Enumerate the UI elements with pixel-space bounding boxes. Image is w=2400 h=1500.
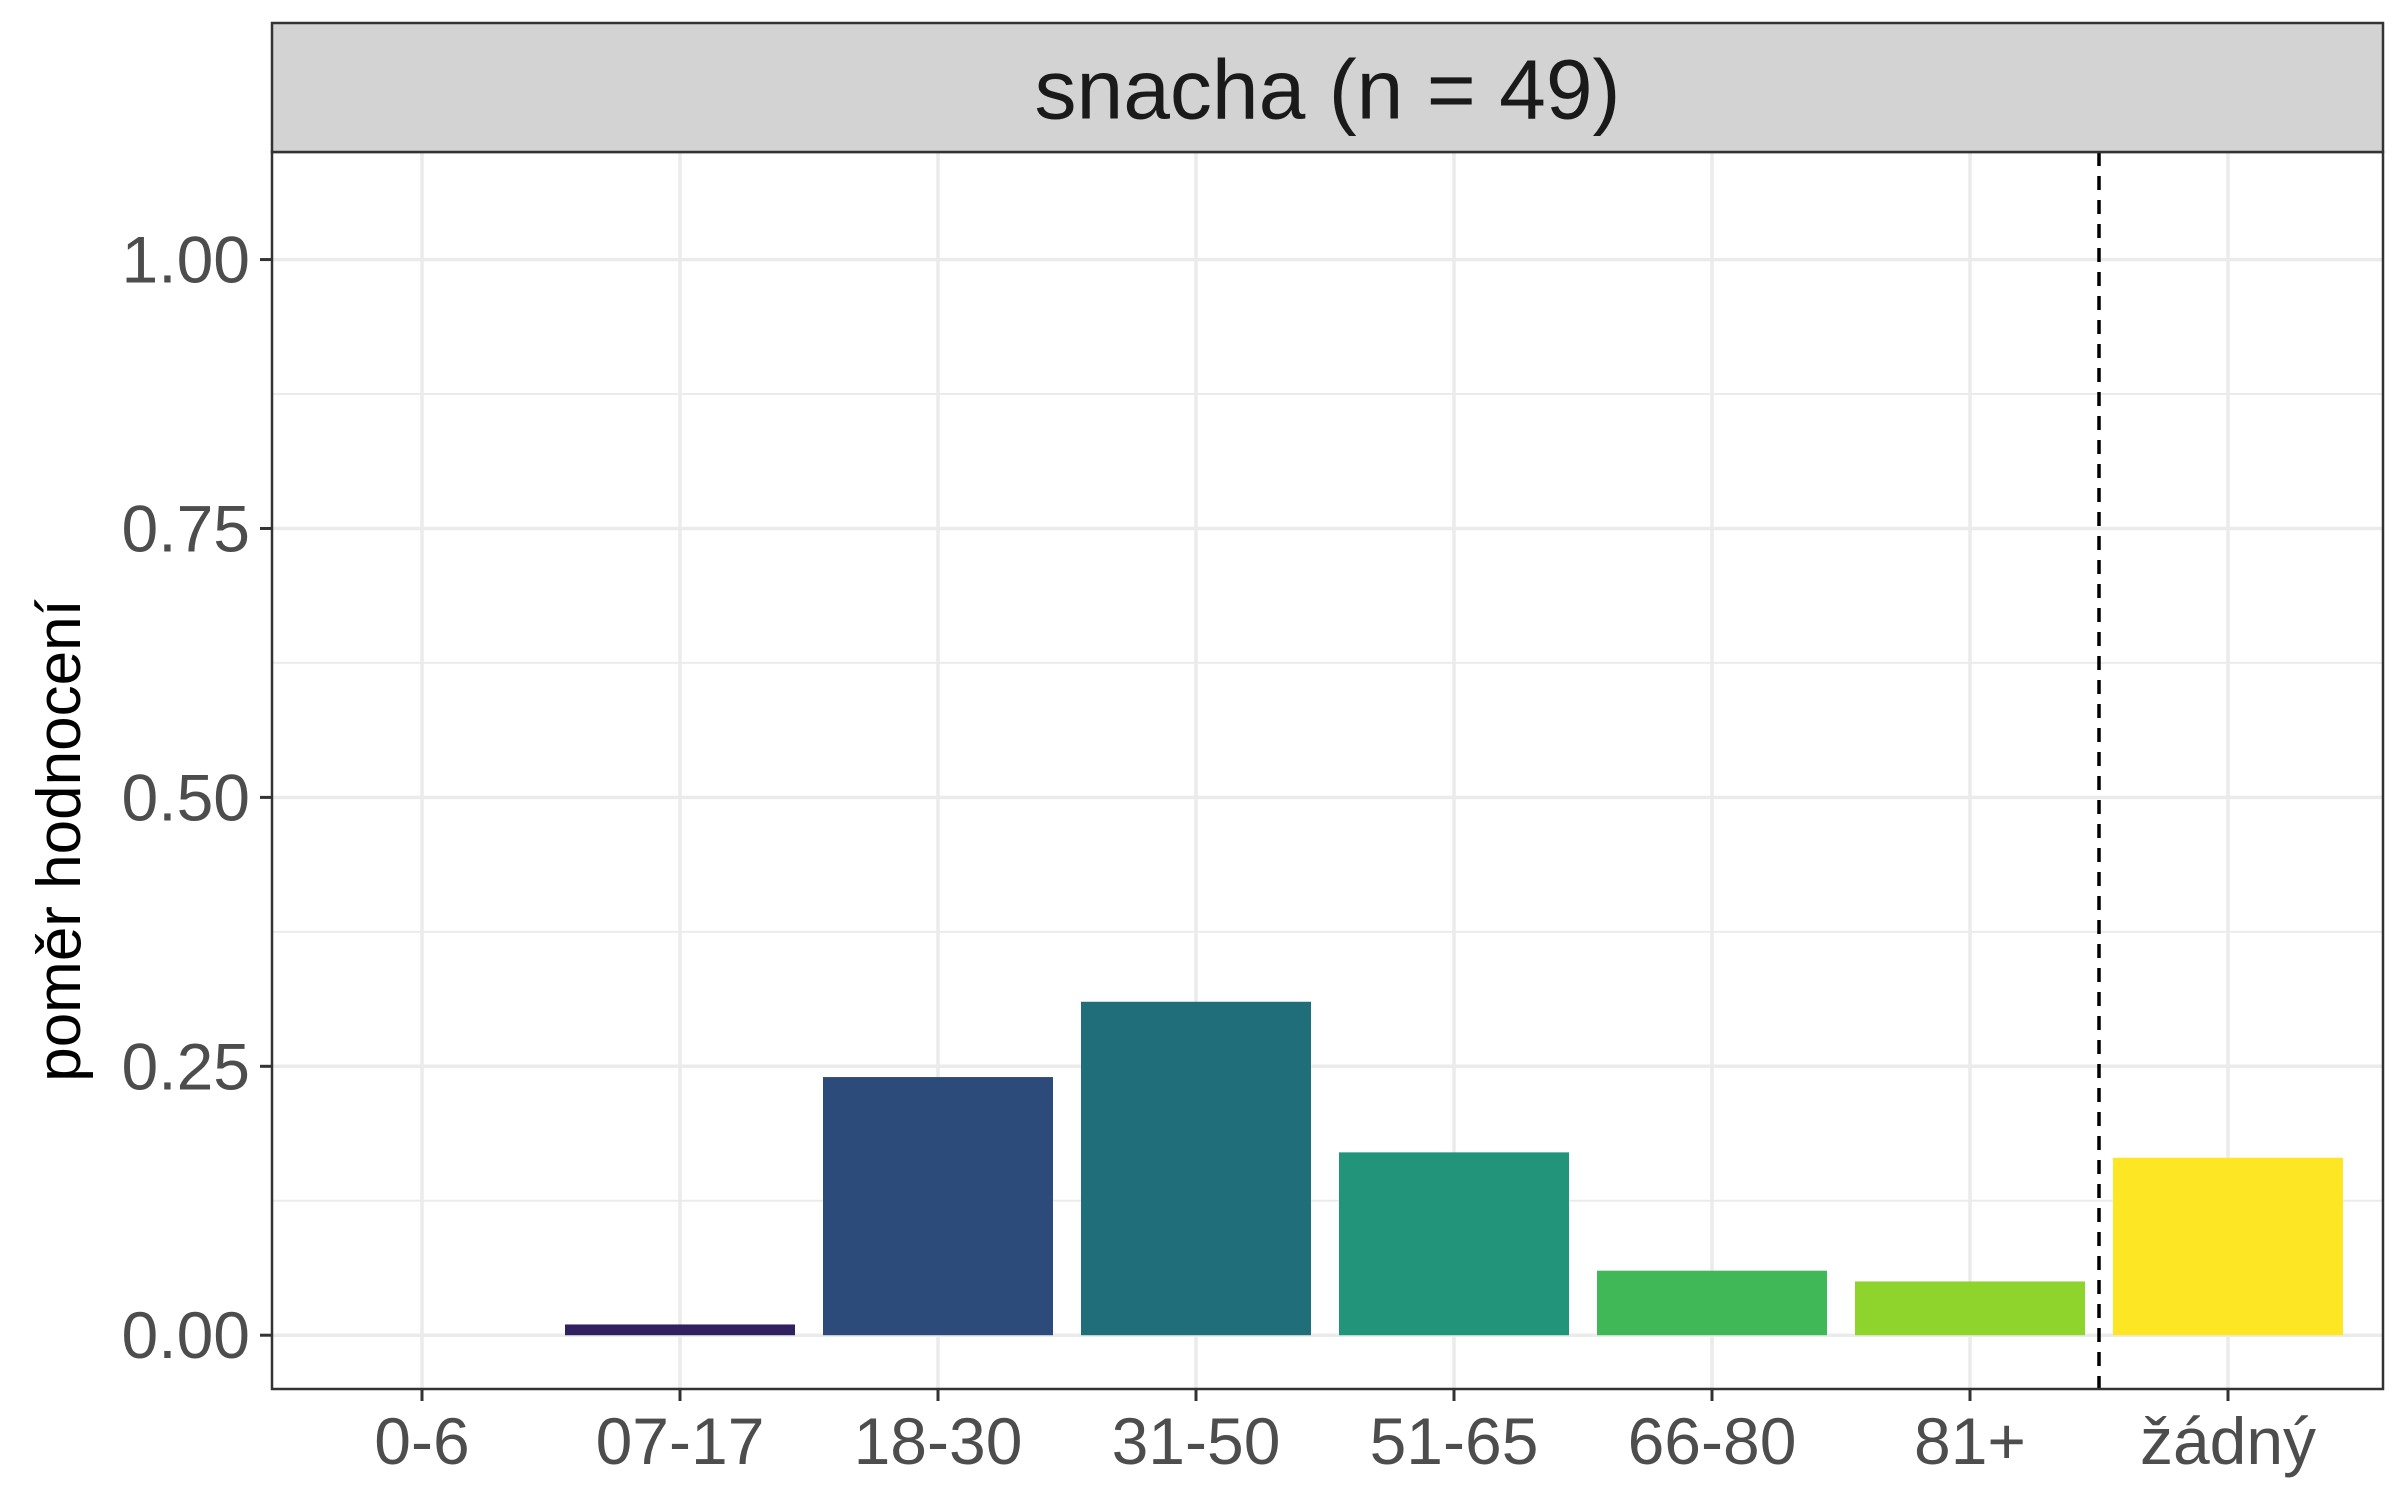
bar-07-17 (565, 1324, 795, 1336)
x-tick-label: 66-80 (1628, 1404, 1797, 1478)
facet-strip: snacha (n = 49) (270, 21, 2385, 154)
bar-51-65 (1339, 1152, 1569, 1336)
y-axis-title: poměr hodnocení (25, 599, 94, 1082)
y-tick-label: 0.25 (122, 1029, 250, 1103)
y-tick-label: 0.75 (122, 491, 250, 565)
bar-žádný (2113, 1157, 2343, 1336)
bar-66-80 (1597, 1270, 1827, 1336)
axes: 0.00 0.25 0.50 0.75 1.00 0-6 07-17 18-30 31-50 51… (122, 223, 2317, 1478)
x-tick-label: žádný (2140, 1404, 2316, 1478)
bar-31-50 (1081, 1001, 1311, 1336)
x-tick-label: 18-30 (854, 1404, 1023, 1478)
y-tick-label: 0.00 (122, 1298, 250, 1372)
facet-title: snacha (n = 49) (1034, 43, 1620, 137)
y-tick-label: 0.50 (122, 760, 250, 834)
bars (565, 1001, 2343, 1336)
bar-18-30 (823, 1077, 1053, 1336)
x-tick-label: 0-6 (374, 1404, 469, 1478)
facet-strip-background (270, 21, 2385, 154)
bar-81+ (1855, 1281, 2085, 1336)
grid-lines (272, 152, 2383, 1389)
x-tick-label: 51-65 (1370, 1404, 1539, 1478)
x-tick-label: 31-50 (1112, 1404, 1281, 1478)
x-tick-label: 07-17 (596, 1404, 765, 1478)
x-tick-label: 81+ (1914, 1404, 2026, 1478)
y-tick-label: 1.00 (122, 223, 250, 297)
